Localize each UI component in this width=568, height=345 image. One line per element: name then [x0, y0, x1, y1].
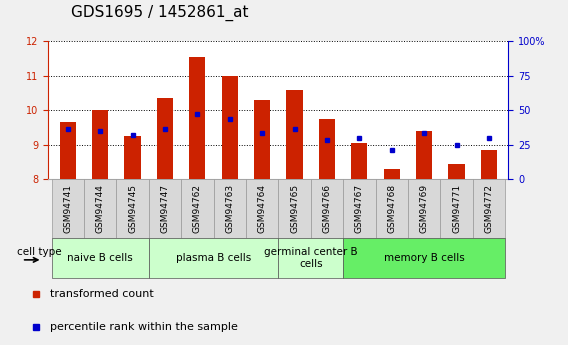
Bar — [214, 179, 246, 238]
Bar — [181, 179, 214, 238]
Bar — [416, 131, 432, 179]
Text: germinal center B
cells: germinal center B cells — [264, 247, 357, 269]
Bar — [383, 169, 400, 179]
Bar — [157, 98, 173, 179]
Text: GSM94767: GSM94767 — [355, 184, 364, 233]
Text: GSM94762: GSM94762 — [193, 184, 202, 233]
Bar — [222, 76, 238, 179]
Bar — [278, 238, 343, 278]
Text: GSM94765: GSM94765 — [290, 184, 299, 233]
Text: transformed count: transformed count — [51, 289, 154, 299]
Text: GSM94764: GSM94764 — [258, 184, 266, 233]
Bar — [149, 179, 181, 238]
Text: GSM94741: GSM94741 — [63, 184, 72, 233]
Bar — [246, 179, 278, 238]
Bar — [189, 57, 206, 179]
Bar — [408, 179, 440, 238]
Text: percentile rank within the sample: percentile rank within the sample — [51, 322, 238, 332]
Bar — [52, 238, 149, 278]
Bar — [375, 179, 408, 238]
Bar — [351, 143, 367, 179]
Text: GSM94763: GSM94763 — [225, 184, 234, 233]
Bar — [481, 150, 497, 179]
Bar — [60, 122, 76, 179]
Text: cell type: cell type — [17, 247, 61, 257]
Text: GSM94745: GSM94745 — [128, 184, 137, 233]
Bar — [92, 110, 108, 179]
Bar — [116, 179, 149, 238]
Bar — [286, 90, 303, 179]
Text: GDS1695 / 1452861_at: GDS1695 / 1452861_at — [71, 4, 249, 21]
Bar — [343, 179, 375, 238]
Text: GSM94768: GSM94768 — [387, 184, 396, 233]
Bar — [124, 136, 141, 179]
Bar — [149, 238, 278, 278]
Text: naive B cells: naive B cells — [67, 253, 133, 263]
Bar — [311, 179, 343, 238]
Text: GSM94771: GSM94771 — [452, 184, 461, 233]
Bar — [254, 100, 270, 179]
Bar — [52, 179, 84, 238]
Text: GSM94772: GSM94772 — [485, 184, 494, 233]
Text: GSM94744: GSM94744 — [95, 184, 105, 233]
Bar — [440, 179, 473, 238]
Text: memory B cells: memory B cells — [384, 253, 465, 263]
Bar — [473, 179, 505, 238]
Bar — [448, 164, 465, 179]
Bar — [278, 179, 311, 238]
Text: plasma B cells: plasma B cells — [176, 253, 251, 263]
Text: GSM94747: GSM94747 — [160, 184, 169, 233]
Text: GSM94766: GSM94766 — [323, 184, 331, 233]
Bar — [84, 179, 116, 238]
Text: GSM94769: GSM94769 — [420, 184, 429, 233]
Bar — [319, 119, 335, 179]
Bar — [343, 238, 505, 278]
